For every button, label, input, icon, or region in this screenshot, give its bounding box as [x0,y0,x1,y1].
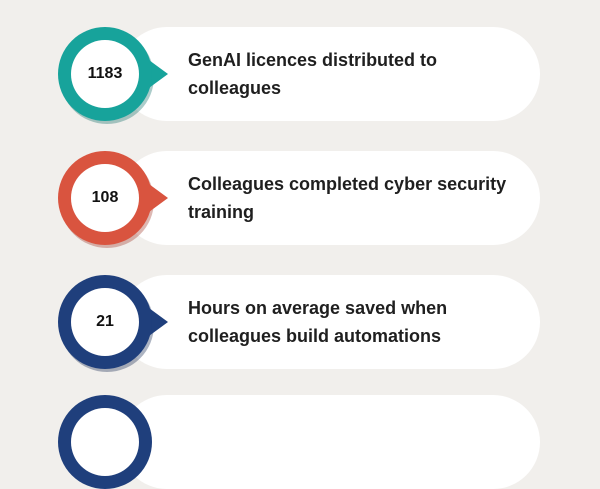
stat-card-partial [120,395,540,489]
stat-label: Colleagues completed cyber security trai… [188,174,507,222]
badge-center [71,164,139,232]
badge-ring-shape [58,27,168,124]
stat-badge [58,395,152,489]
stat-value: 1183 [87,65,123,82]
stat-value: 108 [91,189,119,206]
stat-badge: 1183 [58,27,168,124]
badge-center [71,288,139,356]
stat-label: Hours on average saved when colleagues b… [188,298,448,346]
badge-center [71,40,139,108]
stat-card-cyber-training: Colleagues completed cyber security trai… [120,151,540,245]
stat-value: 21 [96,313,114,330]
stat-badge: 21 [58,275,168,372]
badge-ring-shape [58,151,168,248]
badge-ring-shape [58,275,168,372]
stat-card-genai-licences: GenAI licences distributed to colleagues [120,27,540,121]
stat-card-hours-saved: Hours on average saved when colleagues b… [120,275,540,369]
stat-badge: 108 [58,151,168,248]
stat-value [58,395,152,489]
stat-label: GenAI licences distributed to colleagues [188,50,438,98]
